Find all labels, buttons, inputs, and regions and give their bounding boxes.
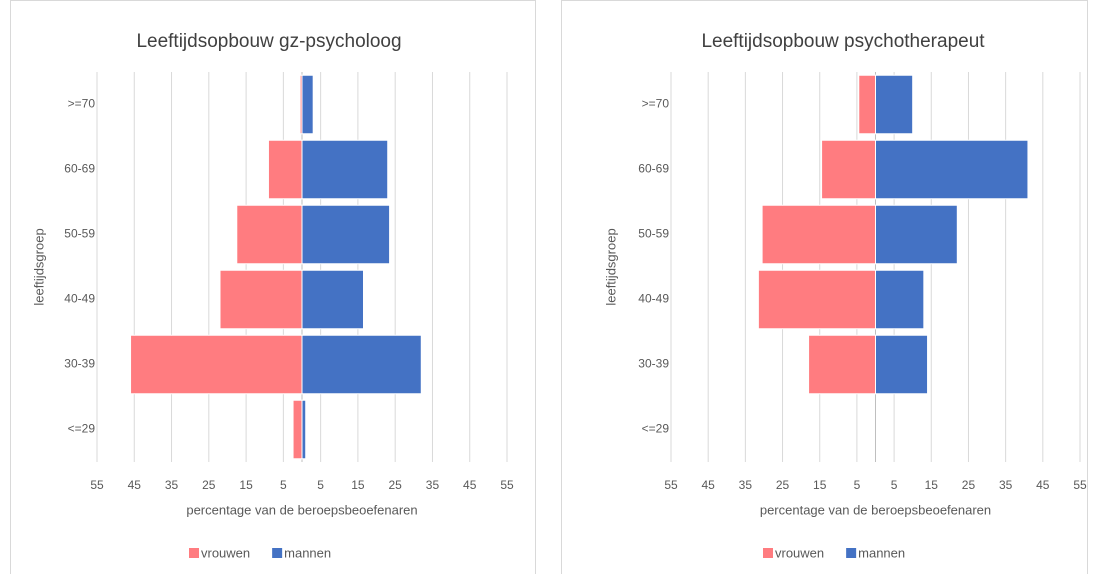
x-tick-label: 15 xyxy=(239,478,253,492)
x-tick-label: 15 xyxy=(813,478,827,492)
bar xyxy=(292,399,303,460)
bar xyxy=(808,334,877,395)
bar xyxy=(301,269,364,330)
x-tick-label: 25 xyxy=(389,478,403,492)
bar xyxy=(875,204,958,265)
x-tick-label: 5 xyxy=(317,478,324,492)
x-tick-label: 45 xyxy=(463,478,477,492)
x-tick-label: 35 xyxy=(426,478,440,492)
x-tick-label: 15 xyxy=(925,478,939,492)
legend-swatch xyxy=(846,548,857,558)
bar xyxy=(858,74,877,135)
x-tick-label: 45 xyxy=(702,478,716,492)
y-tick-label: 30-39 xyxy=(638,357,669,371)
legend-label: mannen xyxy=(284,545,331,560)
bar xyxy=(267,139,303,200)
bar xyxy=(301,334,422,395)
y-tick-label: 50-59 xyxy=(64,227,95,241)
y-tick-label: 60-69 xyxy=(638,162,669,176)
x-tick-label: 35 xyxy=(999,478,1013,492)
legend-swatch xyxy=(272,548,283,558)
bar xyxy=(301,139,389,200)
x-tick-label: 5 xyxy=(891,478,898,492)
y-axis-label: leeftijdsgroep xyxy=(31,228,46,305)
y-tick-label: 30-39 xyxy=(64,357,95,371)
y-tick-label: >=70 xyxy=(642,97,670,111)
x-tick-label: 5 xyxy=(280,478,287,492)
bar xyxy=(219,269,303,330)
legend-label: vrouwen xyxy=(201,545,250,560)
x-tick-label: 25 xyxy=(776,478,790,492)
y-tick-label: 60-69 xyxy=(64,162,95,176)
y-tick-label: 50-59 xyxy=(638,227,669,241)
legend-label: vrouwen xyxy=(775,545,824,560)
y-tick-label: 40-49 xyxy=(64,292,95,306)
legend-swatch xyxy=(189,548,199,558)
bar xyxy=(301,204,391,265)
y-tick-label: >=70 xyxy=(68,97,96,111)
bar xyxy=(761,204,877,265)
x-axis-label: percentage van de beroepsbeoefenaren xyxy=(760,502,991,517)
chart-title: Leeftijdsopbouw psychotherapeut xyxy=(701,31,985,52)
x-tick-label: 15 xyxy=(351,478,365,492)
x-tick-label: 55 xyxy=(90,478,104,492)
x-tick-label: 45 xyxy=(1036,478,1050,492)
x-tick-label: 55 xyxy=(500,478,514,492)
x-axis-label: percentage van de beroepsbeoefenaren xyxy=(186,502,417,517)
legend-label: mannen xyxy=(858,545,905,560)
y-tick-label: 40-49 xyxy=(638,292,669,306)
y-tick-label: <=29 xyxy=(642,422,670,436)
bar xyxy=(301,399,307,460)
bar xyxy=(875,334,929,395)
x-tick-label: 5 xyxy=(854,478,861,492)
x-tick-label: 45 xyxy=(128,478,142,492)
bar xyxy=(821,139,876,200)
x-tick-label: 55 xyxy=(664,478,678,492)
y-axis-label: leeftijdsgroep xyxy=(603,228,618,305)
y-tick-label: <=29 xyxy=(68,422,96,436)
bar xyxy=(875,269,925,330)
x-tick-label: 55 xyxy=(1073,478,1087,492)
x-tick-label: 35 xyxy=(165,478,179,492)
legend-swatch xyxy=(763,548,773,558)
bar xyxy=(757,269,876,330)
x-tick-label: 35 xyxy=(739,478,753,492)
x-tick-label: 25 xyxy=(962,478,976,492)
x-tick-label: 25 xyxy=(202,478,216,492)
bar xyxy=(875,139,1029,200)
chart-title: Leeftijdsopbouw gz-psycholoog xyxy=(136,31,401,52)
bar xyxy=(301,74,314,135)
bar xyxy=(130,334,303,395)
bar xyxy=(236,204,303,265)
bar xyxy=(875,74,914,135)
